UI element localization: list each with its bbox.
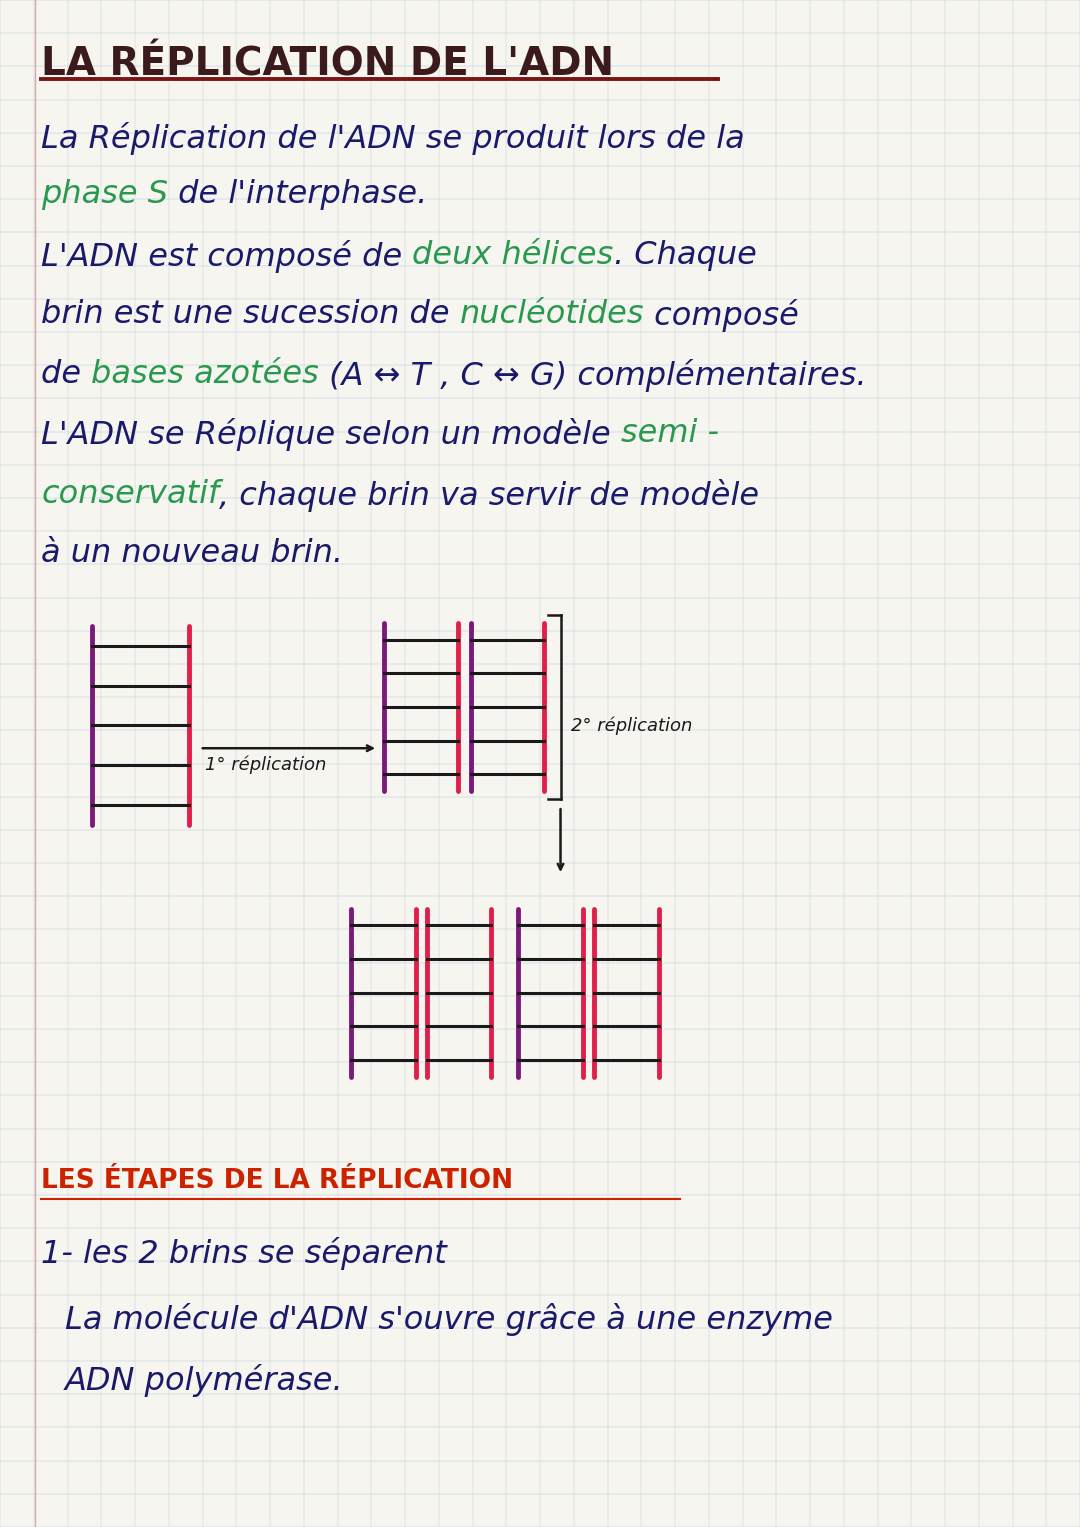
Text: à un nouveau brin.: à un nouveau brin.: [41, 538, 343, 568]
Text: LA RÉPLICATION DE L'ADN: LA RÉPLICATION DE L'ADN: [41, 46, 615, 84]
Text: deux hélices: deux hélices: [413, 240, 613, 270]
Text: . Chaque: . Chaque: [613, 240, 756, 270]
Text: 2° réplication: 2° réplication: [571, 716, 692, 734]
Text: de l'interphase.: de l'interphase.: [168, 179, 428, 209]
Text: semi -: semi -: [621, 418, 719, 449]
Text: conservatif: conservatif: [41, 479, 219, 510]
Text: , chaque brin va servir de modèle: , chaque brin va servir de modèle: [219, 479, 759, 513]
Text: composé: composé: [645, 299, 799, 333]
Text: LES ÉTAPES DE LA RÉPLICATION: LES ÉTAPES DE LA RÉPLICATION: [41, 1168, 513, 1194]
Text: L'ADN se Réplique selon un modèle: L'ADN se Réplique selon un modèle: [41, 418, 621, 452]
Text: 1° réplication: 1° réplication: [205, 756, 326, 774]
Text: La Réplication de l'ADN se produit lors de la: La Réplication de l'ADN se produit lors …: [41, 122, 745, 156]
Text: La molécule d'ADN s'ouvre grâce à une enzyme: La molécule d'ADN s'ouvre grâce à une en…: [65, 1303, 833, 1336]
Text: (A ↔ T , C ↔ G) complémentaires.: (A ↔ T , C ↔ G) complémentaires.: [319, 359, 866, 392]
Text: nucléotides: nucléotides: [460, 299, 645, 330]
Text: L'ADN est composé de: L'ADN est composé de: [41, 240, 413, 273]
Text: de: de: [41, 359, 92, 389]
Text: brin est une sucession de: brin est une sucession de: [41, 299, 460, 330]
Text: bases azotées: bases azotées: [92, 359, 319, 389]
Text: phase S: phase S: [41, 179, 168, 209]
Text: 1- les 2 brins se séparent: 1- les 2 brins se séparent: [41, 1237, 447, 1270]
Text: ADN polymérase.: ADN polymérase.: [65, 1364, 343, 1397]
